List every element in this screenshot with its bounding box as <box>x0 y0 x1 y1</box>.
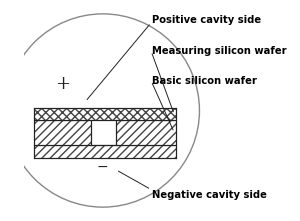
Bar <box>116 120 176 145</box>
Text: Measuring silicon wafer: Measuring silicon wafer <box>152 46 287 56</box>
Text: Basic silicon wafer: Basic silicon wafer <box>152 76 257 86</box>
Bar <box>116 120 176 145</box>
Text: +: + <box>55 75 70 93</box>
Text: Positive cavity side: Positive cavity side <box>152 15 261 25</box>
Bar <box>34 145 176 158</box>
Bar <box>34 120 91 145</box>
Bar <box>34 120 91 145</box>
Text: −: − <box>97 160 109 173</box>
Text: Negative cavity side: Negative cavity side <box>152 190 267 200</box>
Bar <box>34 145 176 158</box>
Bar <box>34 108 176 120</box>
Bar <box>34 108 176 120</box>
